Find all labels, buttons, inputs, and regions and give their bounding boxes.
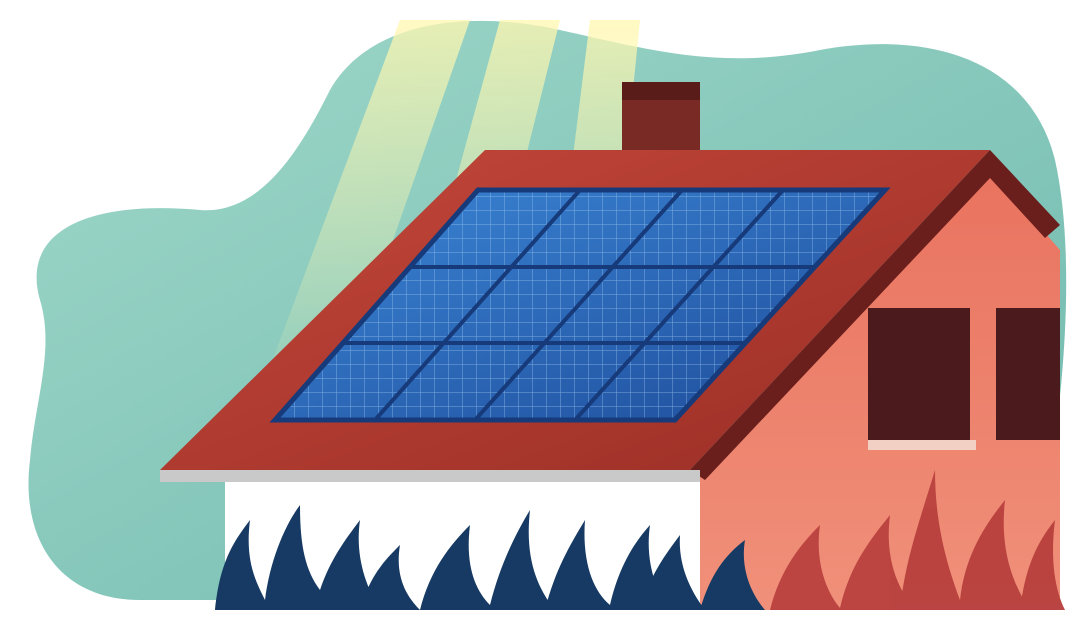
window-icon [868,308,1060,450]
plant-icon [770,470,1065,610]
solar-panel-icon [269,187,891,423]
plant-icon [215,505,765,610]
